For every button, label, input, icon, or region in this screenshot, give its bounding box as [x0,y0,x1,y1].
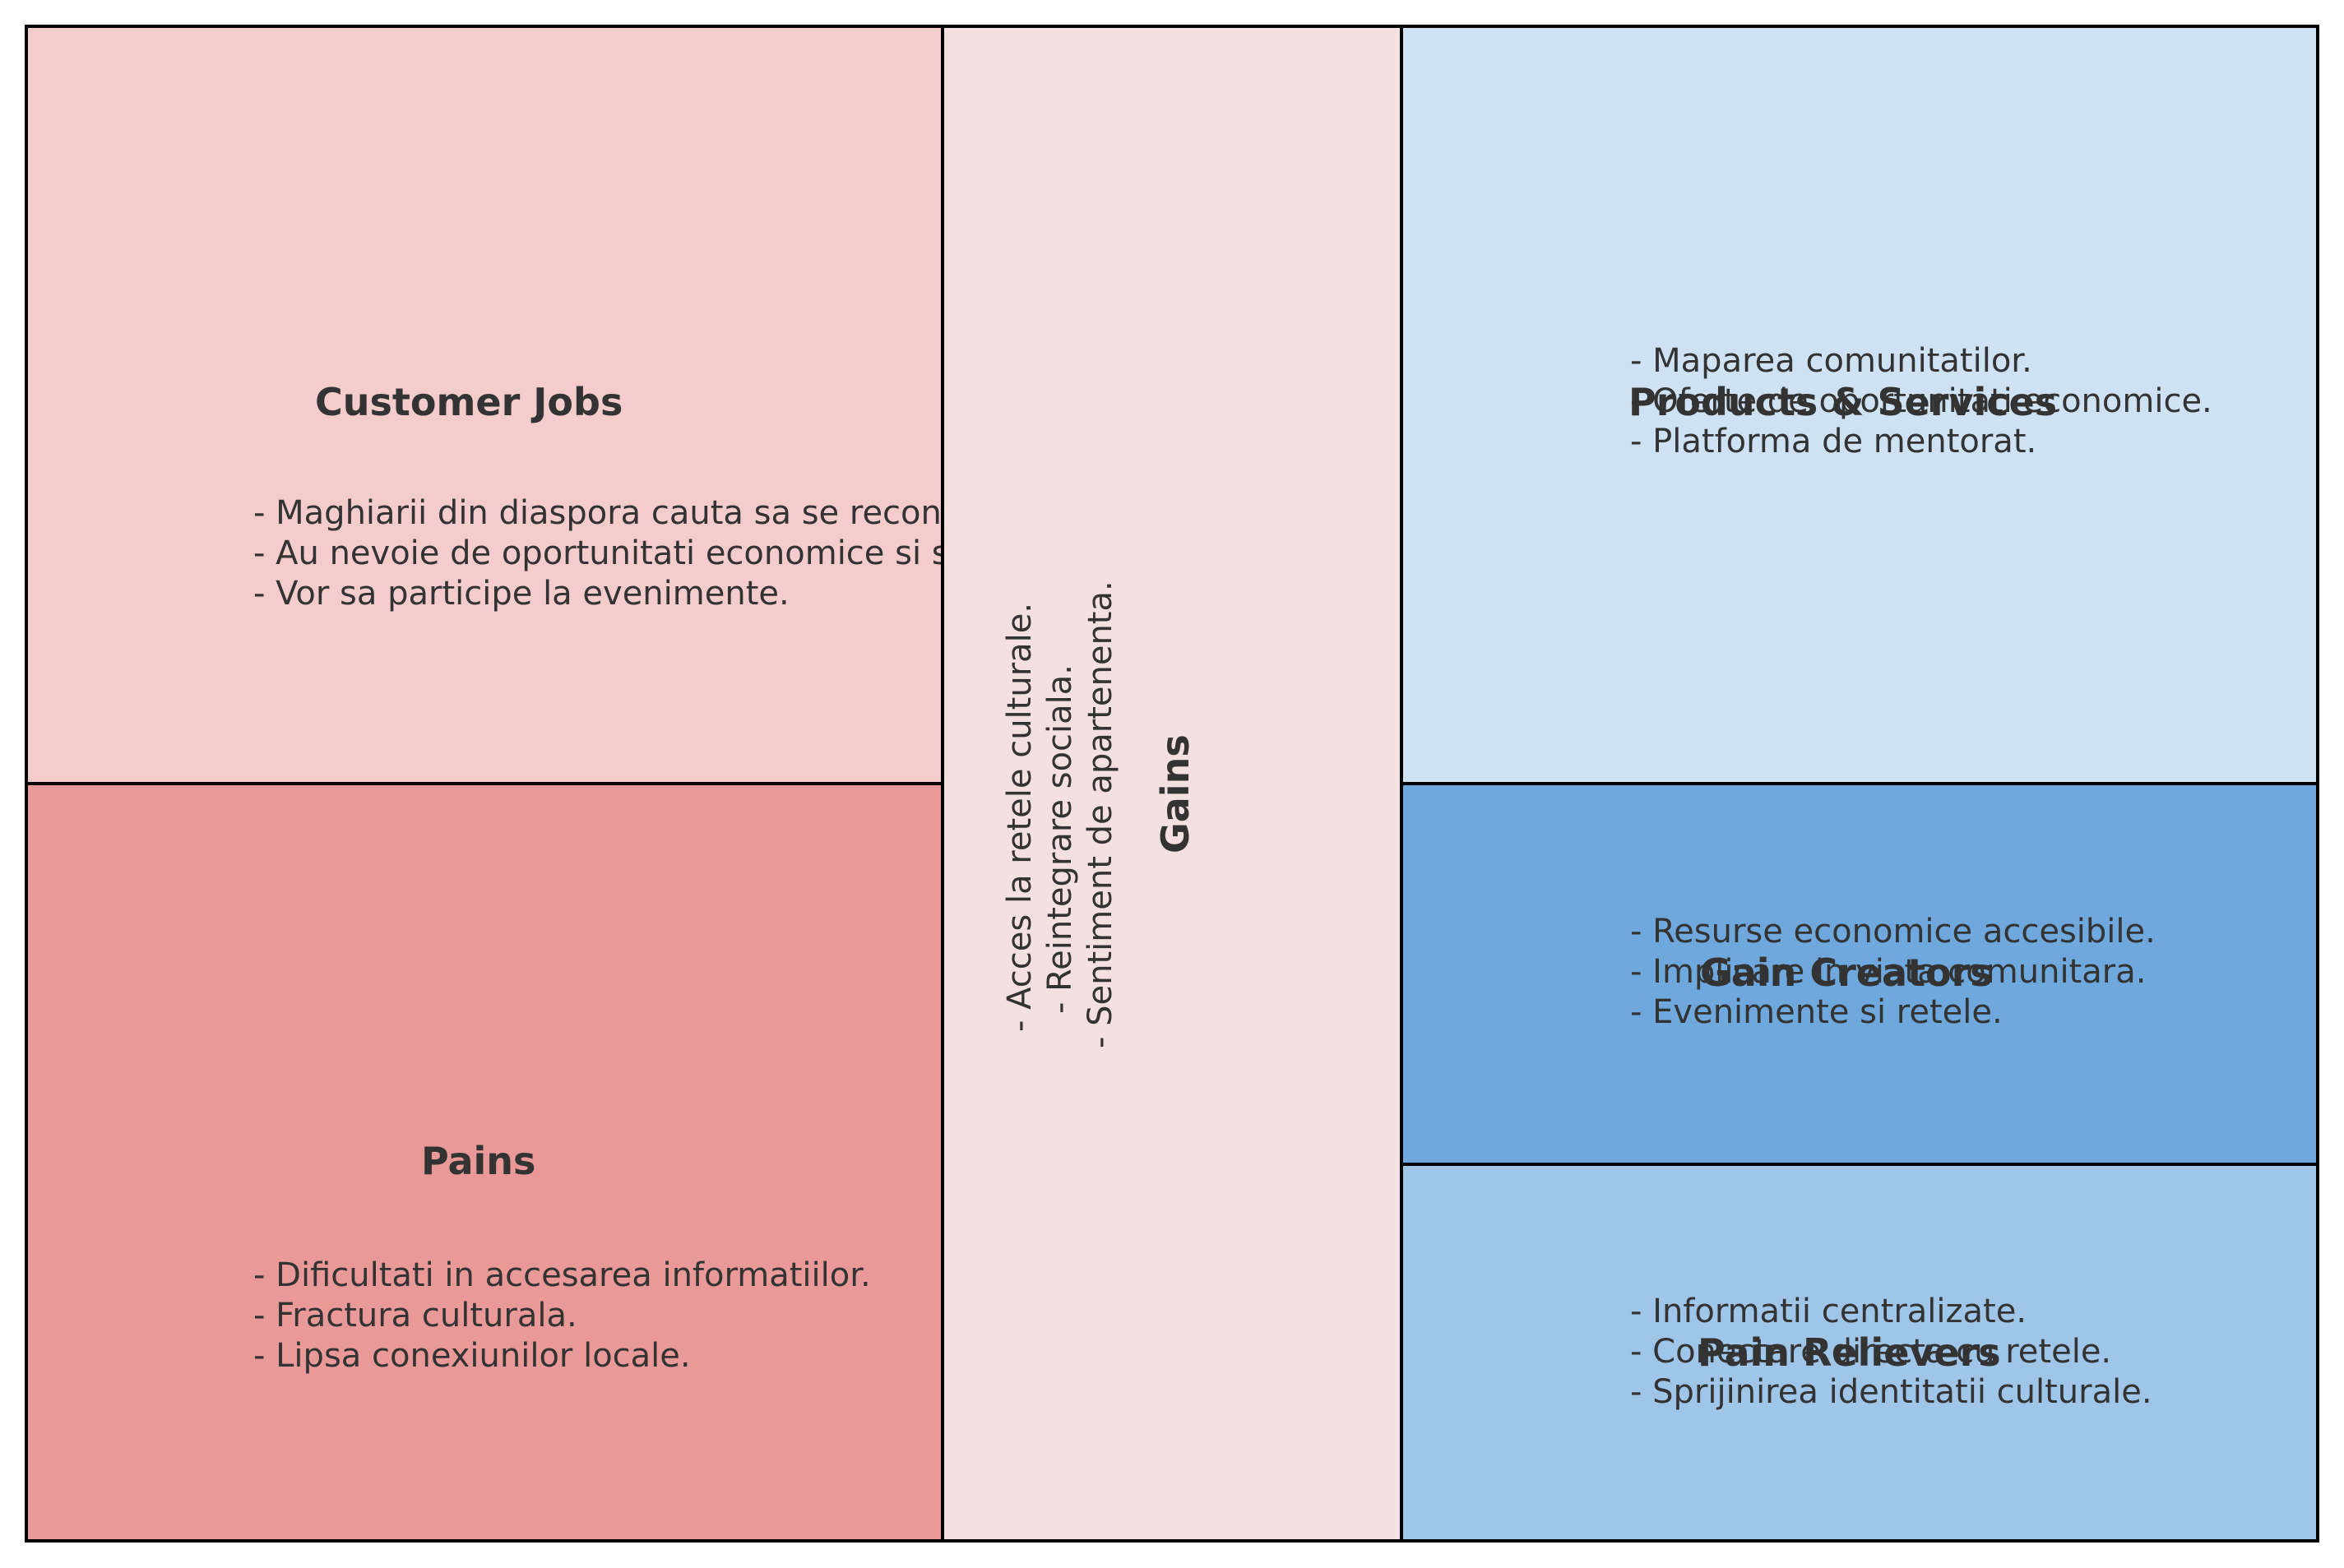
customer-jobs-list: - Maghiarii din diaspora cauta sa se rec… [253,493,1061,614]
customer-jobs-item: - Vor sa participe la evenimente. [253,575,790,613]
products-services-box [1400,25,2319,785]
customer-jobs-item: - Au nevoie de oportunitati economice si… [253,534,1057,572]
gain-creators-item: - Implicare in viata comunitara. [1630,953,2147,991]
products-services-item: - Oferte de oportunitati economice. [1630,382,2212,420]
pains-title: Pains [421,1139,536,1183]
gains-list: - Acces la retele culturale. - Reintegra… [1000,580,1121,1048]
gains-title: Gains [1153,734,1197,853]
products-services-item: - Maparea comunitatilor. [1630,342,2032,380]
gains-item: - Reintegrare sociala. [1041,664,1079,1014]
pains-list: - Dificultati in accesarea informatiilor… [253,1256,871,1376]
customer-jobs-box [25,25,944,785]
pain-relievers-item: - Sprijinirea identitatii culturale. [1630,1373,2152,1411]
products-services-item: - Platforma de mentorat. [1630,423,2037,460]
pains-item: - Lipsa conexiunilor locale. [253,1337,691,1375]
gains-item: - Acces la retele culturale. [1001,602,1039,1032]
products-services-list: - Maparea comunitatilor. - Oferte de opo… [1630,341,2212,462]
gain-creators-box [1400,782,2319,1166]
pain-relievers-title: Pain Relievers [1698,1330,2001,1375]
gain-creators-title: Gain Creators [1700,951,1993,995]
pain-relievers-box [1400,1163,2319,1543]
gain-creators-item: - Resurse economice accesibile. [1630,913,2156,951]
pains-item: - Fractura culturala. [253,1297,577,1334]
pains-box [25,782,944,1543]
gains-box [941,25,1403,1543]
gains-item: - Sentiment de apartenenta. [1082,580,1119,1048]
customer-jobs-item: - Maghiarii din diaspora cauta sa se rec… [253,494,1062,532]
customer-jobs-title: Customer Jobs [315,380,623,424]
pain-relievers-item: - Conectare directa cu retele. [1630,1333,2112,1371]
gain-creators-item: - Evenimente si retele. [1630,993,2003,1031]
pain-relievers-list: - Informatii centralizate. - Conectare d… [1630,1292,2152,1413]
pain-relievers-item: - Informatii centralizate. [1630,1293,2027,1330]
products-services-title: Products & Services [1628,380,2058,424]
gain-creators-list: - Resurse economice accesibile. - Implic… [1630,912,2156,1033]
pains-item: - Dificultati in accesarea informatiilor… [253,1256,871,1294]
